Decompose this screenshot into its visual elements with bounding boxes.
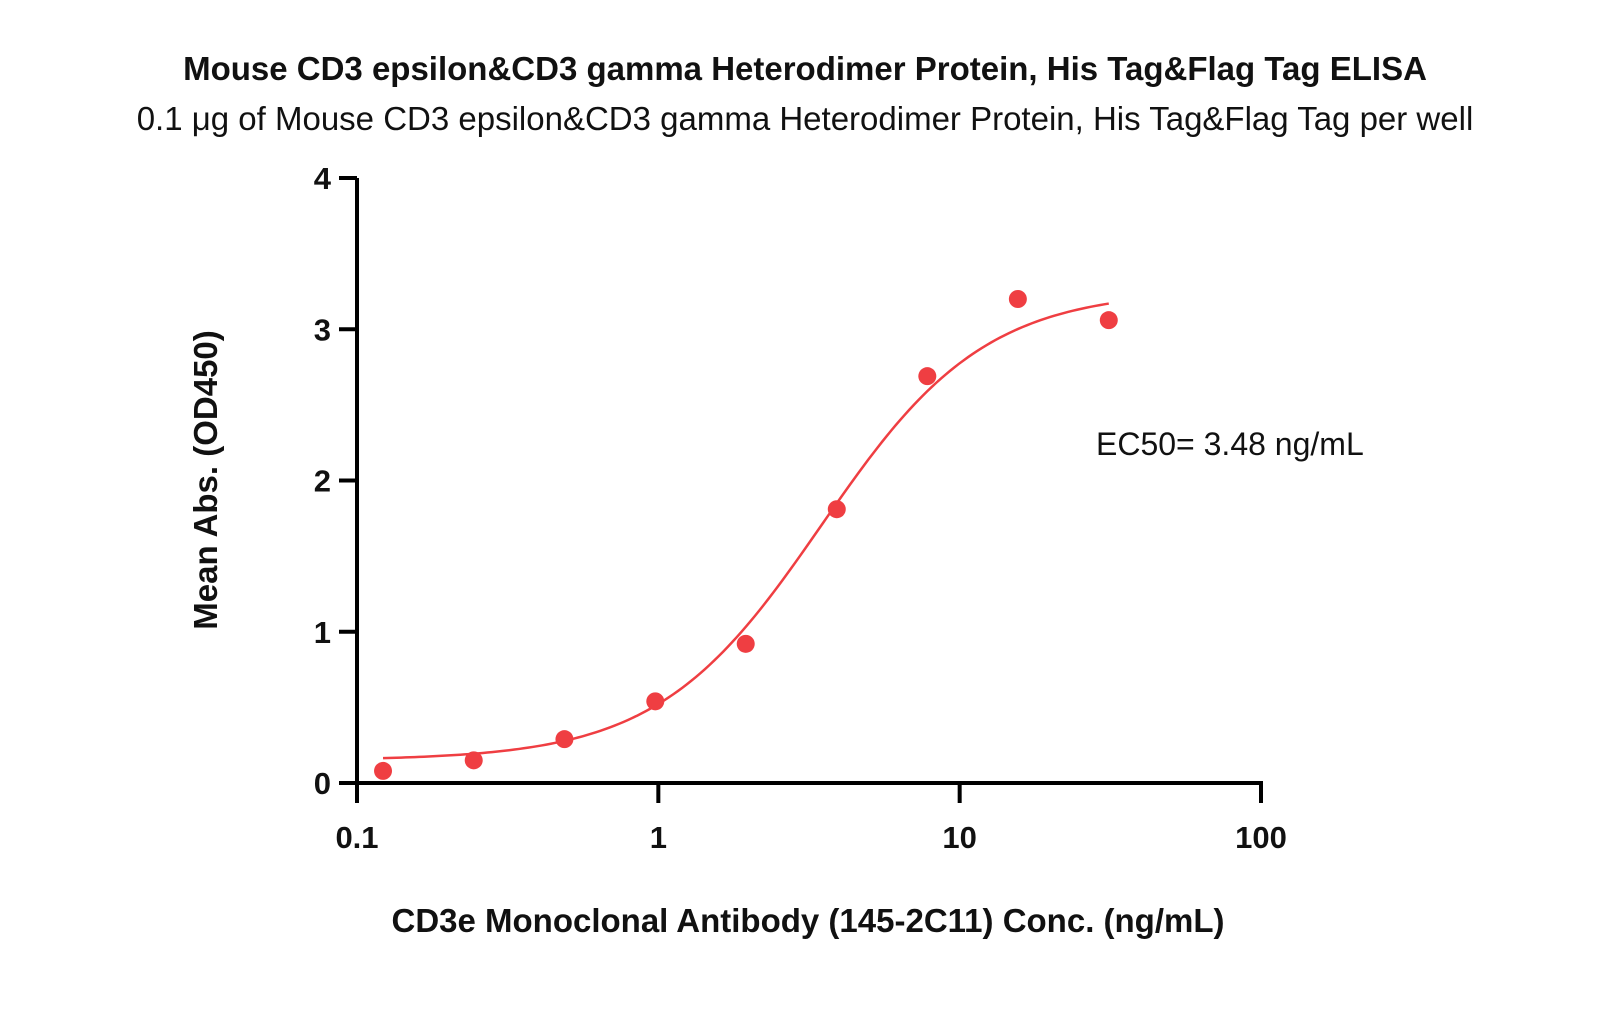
data-point (555, 730, 574, 749)
y-tick-label: 1 (314, 615, 331, 650)
data-point (1099, 311, 1118, 330)
data-point (736, 634, 755, 653)
y-tick-label: 0 (314, 766, 331, 801)
data-point (464, 751, 483, 770)
fit-curve (382, 302, 1109, 760)
ec50-annotation: EC50= 3.48 ng/mL (1096, 426, 1364, 462)
data-point (1008, 290, 1027, 308)
x-tick-label: 0.1 (335, 820, 378, 855)
x-tick-label: 10 (942, 820, 976, 855)
y-axis-ticks: 0 1 2 3 4 (314, 161, 357, 801)
x-axis-label: CD3e Monoclonal Antibody (145-2C11) Conc… (391, 902, 1224, 939)
data-point (918, 367, 937, 386)
chart-title: Mouse CD3 epsilon&CD3 gamma Heterodimer … (183, 50, 1427, 87)
data-point (646, 692, 665, 711)
y-axis-label: Mean Abs. (OD450) (187, 330, 224, 630)
x-axis-ticks: 0.1 1 10 100 (335, 783, 1287, 855)
fit-curve-layer (382, 302, 1109, 760)
x-tick-label: 1 (650, 820, 667, 855)
x-tick-label: 100 (1235, 820, 1287, 855)
y-tick-label: 2 (314, 464, 331, 499)
data-point (827, 500, 846, 519)
data-point (374, 761, 393, 780)
data-points-layer (374, 290, 1118, 780)
chart-subtitle: 0.1 μg of Mouse CD3 epsilon&CD3 gamma He… (137, 100, 1474, 137)
y-tick-label: 3 (314, 312, 331, 347)
y-tick-label: 4 (314, 161, 332, 196)
